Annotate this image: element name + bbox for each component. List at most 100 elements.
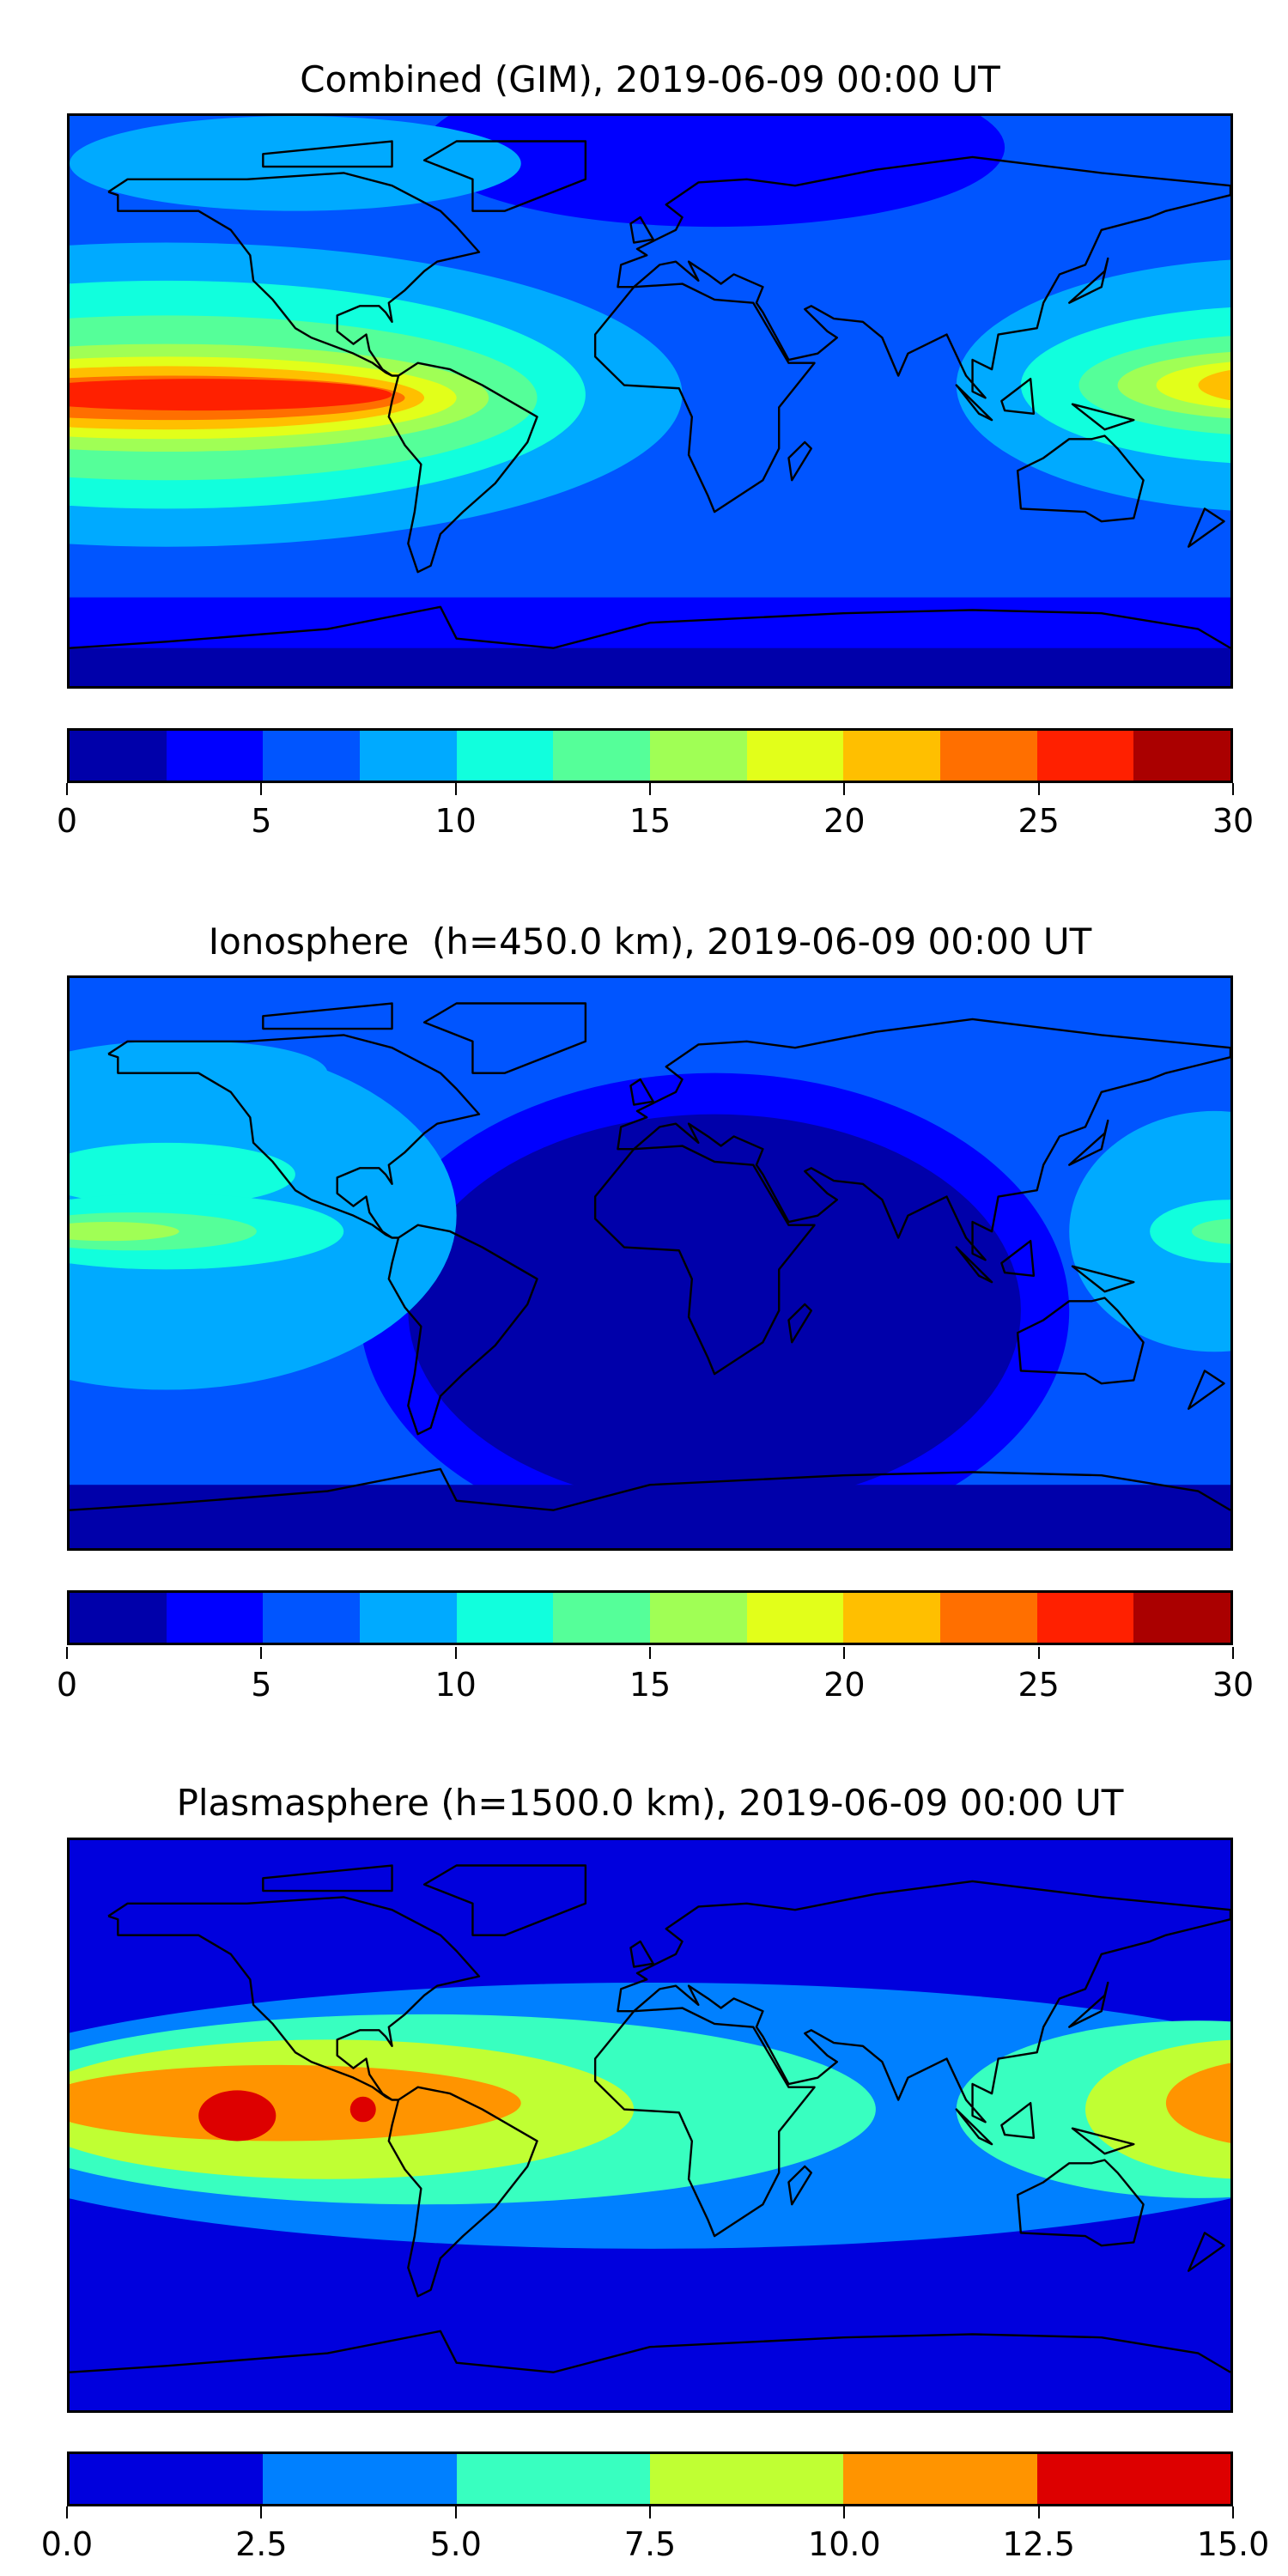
colorbar-segment: [456, 1593, 554, 1643]
colorbar-tick-label: 15: [629, 1666, 671, 1704]
colorbar-segment: [70, 1593, 167, 1643]
colorbar-tick-mark: [1232, 2506, 1234, 2518]
colorbar-tick-label: 5.0: [429, 2525, 482, 2563]
colorbar-segment: [940, 1593, 1037, 1643]
colorbar-segment: [360, 731, 457, 781]
colorbar-tick-label: 30: [1212, 802, 1255, 840]
contour-band: [1191, 1218, 1230, 1244]
colorbar-tick-mark: [649, 2506, 651, 2518]
contour-band: [70, 647, 1230, 686]
colorbar-ticks-ionosphere: 0 5 10 15 20 25 30: [57, 1647, 1254, 1707]
colorbar-tick-mark: [843, 1647, 846, 1659]
colorbar-segment: [843, 731, 941, 781]
colorbar-tick-label: 5: [251, 1666, 272, 1704]
colorbar-tick-label: 20: [823, 802, 866, 840]
contour-band: [198, 2090, 276, 2142]
colorbar-segment: [746, 731, 844, 781]
colorbar-segment: [940, 731, 1037, 781]
colorbar-tick-label: 0: [56, 802, 78, 840]
colorbar-segment: [166, 1593, 264, 1643]
colorbar-segment: [843, 2454, 1037, 2504]
chart-title-plasmasphere: Plasmasphere (h=1500.0 km), 2019-06-09 0…: [176, 1782, 1124, 1824]
colorbar-segment: [553, 1593, 651, 1643]
colorbar-tick-mark: [260, 2506, 263, 2518]
contour-band: [408, 1114, 1021, 1508]
chart-title-ionosphere: Ionosphere (h=450.0 km), 2019-06-09 00:0…: [208, 920, 1092, 963]
colorbar-tick-mark: [1037, 783, 1040, 795]
contour-band: [70, 116, 521, 211]
colorbar-tick-mark: [454, 783, 457, 795]
colorbar-segment: [360, 1593, 457, 1643]
colorbar-combined: [67, 728, 1233, 783]
colorbar-ticks-plasmasphere: 0.0 2.5 5.0 7.5 10.0 12.5 15.0: [41, 2506, 1269, 2567]
contour-band: [1165, 2063, 1230, 2143]
colorbar-ticks-combined: 0 5 10 15 20 25 30: [57, 783, 1254, 843]
contour-band: [70, 1222, 179, 1242]
contour-band: [1156, 361, 1230, 409]
colorbar-tick-mark: [66, 2506, 68, 2518]
colorbar-tick-mark: [843, 783, 846, 795]
colorbar-segment: [649, 2454, 844, 2504]
colorbar-segment: [70, 2454, 264, 2504]
colorbar-segment: [650, 1593, 747, 1643]
colorbar-plasmasphere: [67, 2451, 1233, 2506]
colorbar-tick-mark: [649, 1647, 651, 1659]
colorbar-segment: [650, 731, 747, 781]
colorbar-tick-mark: [260, 783, 263, 795]
chart-title-combined: Combined (GIM), 2019-06-09 00:00 UT: [300, 58, 1000, 100]
colorbar-segment: [263, 731, 361, 781]
colorbar-segment: [553, 731, 651, 781]
colorbar-tick-mark: [1232, 1647, 1234, 1659]
colorbar-tick-label: 15: [629, 802, 671, 840]
colorbar-tick-mark: [454, 2506, 457, 2518]
contour-band: [70, 1485, 1230, 1548]
contour-band: [349, 2096, 376, 2123]
colorbar-tick-mark: [454, 1647, 457, 1659]
colorbar-ionosphere: [67, 1590, 1233, 1645]
colorbar-tick-mark: [843, 2506, 846, 2518]
colorbar-segment: [1036, 2454, 1230, 2504]
colorbar-tick-label: 7.5: [623, 2525, 677, 2563]
contour-band: [1150, 1200, 1230, 1263]
colorbar-segment: [70, 731, 167, 781]
colorbar-segment: [166, 731, 264, 781]
colorbar-tick-label: 20: [823, 1666, 866, 1704]
map-ionosphere: [67, 975, 1233, 1551]
colorbar-tick-mark: [66, 783, 68, 795]
colorbar-tick-mark: [649, 783, 651, 795]
contour-band: [70, 2064, 521, 2142]
colorbar-tick-label: 10.0: [808, 2525, 881, 2563]
colorbar-tick-label: 5: [251, 802, 272, 840]
colorbar-segment: [263, 1593, 361, 1643]
contour-band: [70, 379, 392, 411]
colorbar-segment: [746, 1593, 844, 1643]
colorbar-tick-label: 0.0: [40, 2525, 94, 2563]
map-plasmasphere: [67, 1838, 1233, 2413]
map-combined-gim: [67, 113, 1233, 689]
colorbar-tick-mark: [260, 1647, 263, 1659]
colorbar-segment: [263, 2454, 457, 2504]
colorbar-tick-mark: [1037, 2506, 1040, 2518]
colorbar-tick-label: 10: [434, 802, 477, 840]
contour-band: [70, 1142, 295, 1206]
colorbar-tick-label: 15.0: [1196, 2525, 1270, 2563]
colorbar-tick-label: 30: [1212, 1666, 1255, 1704]
colorbar-tick-label: 25: [1018, 802, 1060, 840]
contour-band: [1198, 369, 1230, 401]
colorbar-segment: [1036, 731, 1134, 781]
contour-band: [424, 116, 1005, 228]
colorbar-tick-label: 0: [56, 1666, 78, 1704]
colorbar-tick-label: 25: [1018, 1666, 1060, 1704]
colorbar-tick-label: 2.5: [235, 2525, 288, 2563]
colorbar-tick-label: 10: [434, 1666, 477, 1704]
colorbar-tick-mark: [1232, 783, 1234, 795]
colorbar-segment: [456, 731, 554, 781]
colorbar-segment: [456, 2454, 650, 2504]
colorbar-segment: [1133, 731, 1231, 781]
colorbar-tick-mark: [66, 1647, 68, 1659]
colorbar-segment: [1133, 1593, 1231, 1643]
colorbar-segment: [843, 1593, 941, 1643]
colorbar-tick-mark: [1037, 1647, 1040, 1659]
colorbar-segment: [1036, 1593, 1134, 1643]
colorbar-tick-label: 12.5: [1002, 2525, 1075, 2563]
